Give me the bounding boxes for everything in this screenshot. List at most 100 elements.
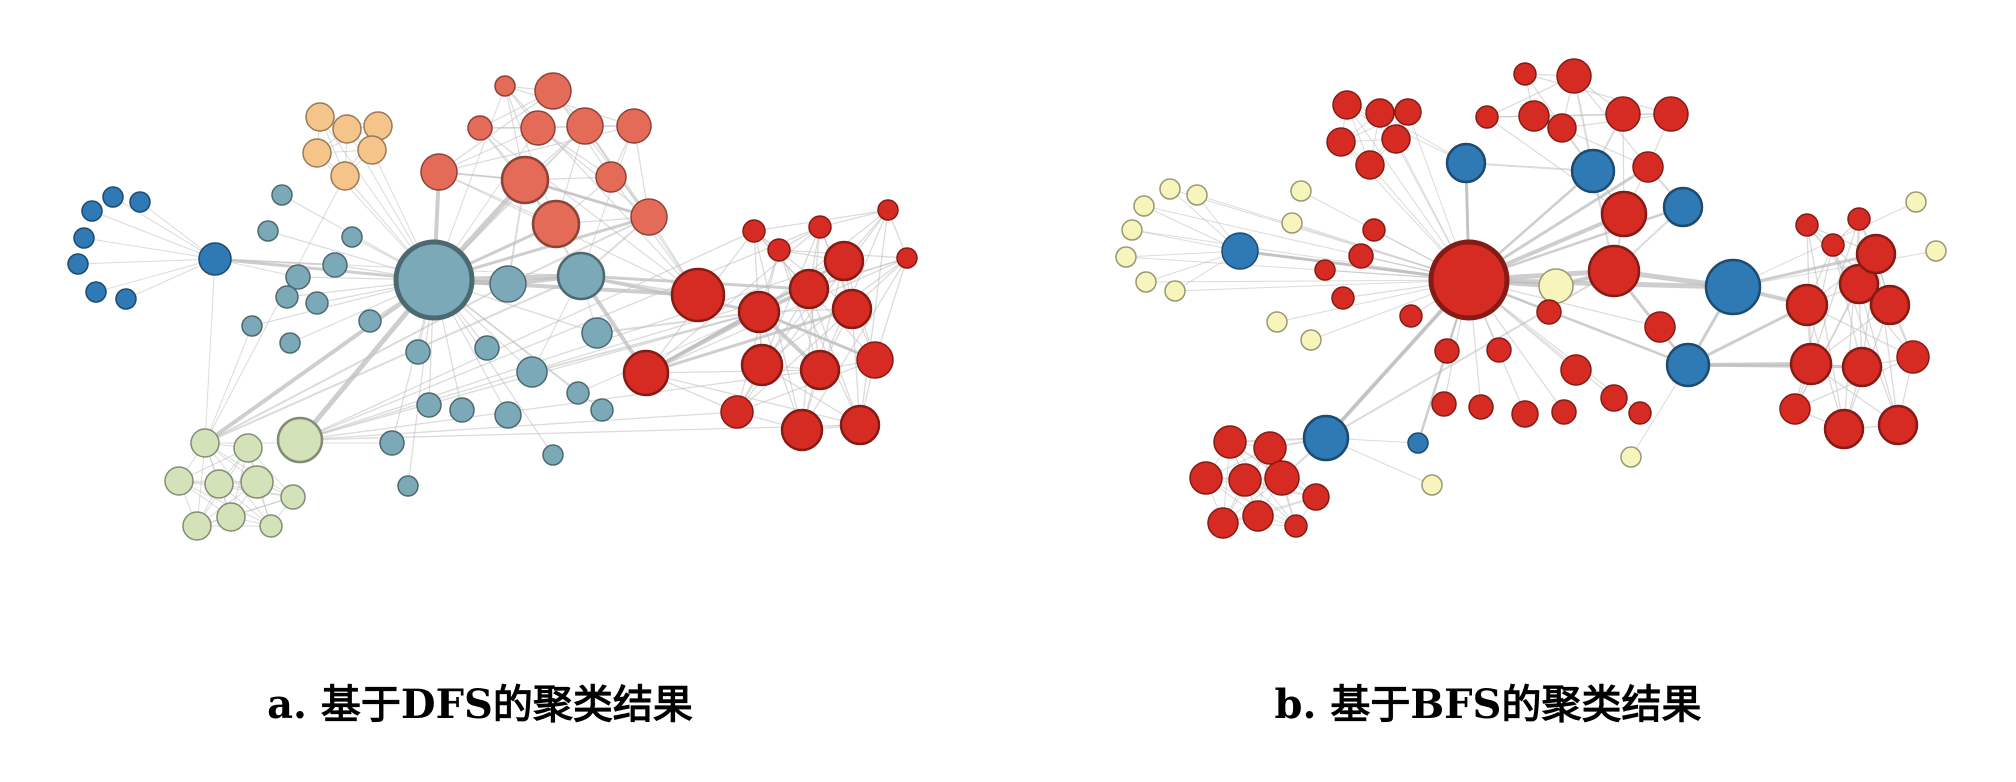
graph-node-red: [1547, 113, 1577, 143]
graph-node-teal: [405, 339, 431, 365]
graph-node-red: [1600, 384, 1628, 412]
graph-node-yellow: [1121, 219, 1143, 241]
graph-node-red: [1355, 150, 1385, 180]
graph-node-red: [1332, 90, 1362, 120]
graph-edge: [580, 274, 760, 314]
graph-node-red: [896, 247, 918, 269]
graph-node-red: [1207, 507, 1239, 539]
graph-node-teal: [474, 335, 500, 361]
graph-node-red: [1264, 460, 1300, 496]
graph-edge: [178, 480, 294, 498]
graph-edge: [95, 258, 216, 293]
graph-node-red: [1513, 62, 1537, 86]
graph-node-teal: [494, 401, 522, 429]
graph-edge: [1810, 218, 1860, 365]
graph-edge: [801, 257, 908, 431]
graph-node-blue: [1665, 342, 1711, 388]
graph-node-red: [1841, 346, 1883, 388]
graph-node-red: [1394, 98, 1422, 126]
graph-node-teal: [397, 475, 419, 497]
graph-node-red: [1869, 284, 1911, 326]
graph-node-red: [877, 199, 899, 221]
graph-node-red: [1628, 401, 1652, 425]
graph-node-red: [1253, 431, 1287, 465]
graph-node-green: [276, 416, 324, 464]
graph-edge: [299, 411, 738, 441]
graph-edge: [645, 372, 861, 426]
graph-node-yellow: [1135, 271, 1157, 293]
graph-b-nodes: [1115, 58, 1947, 539]
graph-node-red: [1847, 207, 1871, 231]
graph-node-red: [1823, 408, 1865, 450]
graph-node-red: [839, 404, 881, 446]
graph-edge: [1125, 250, 1241, 258]
graph-node-red: [1428, 239, 1510, 321]
graph-edge: [77, 258, 216, 265]
graph-node-orange: [330, 161, 360, 191]
graph-node-green: [216, 502, 246, 532]
graph-edge: [204, 442, 272, 527]
graph-node-salmon: [566, 107, 604, 145]
graph-edge: [531, 311, 760, 373]
graph-node-red: [1486, 337, 1512, 363]
graph-node-salmon: [534, 72, 572, 110]
graph-node-yellow: [1133, 195, 1155, 217]
graph-node-red: [788, 268, 830, 310]
graph-edge: [299, 226, 821, 441]
graph-node-red: [740, 343, 784, 387]
graph-edge: [778, 249, 821, 371]
graph-edge: [736, 359, 876, 413]
graph-node-red: [767, 238, 791, 262]
graph-node-yellow: [1164, 280, 1186, 302]
graph-node-red: [1302, 483, 1330, 511]
figure-a: a. 基于DFS的聚类结果: [67, 72, 918, 728]
graph-node-red: [1314, 259, 1336, 281]
graph-node-yellow: [1186, 184, 1208, 206]
graph-node-salmon: [494, 75, 516, 97]
graph-node-red: [799, 349, 841, 391]
graph-node-yellow: [1620, 446, 1642, 468]
graph-node-red: [737, 290, 781, 334]
graph-edge: [1205, 477, 1317, 498]
graph-edge: [736, 308, 853, 413]
graph-edge: [299, 230, 755, 441]
graph-edge: [1145, 279, 1470, 283]
graph-edge: [112, 196, 216, 260]
graph-edge: [204, 325, 253, 444]
graph-node-yellow: [1290, 180, 1312, 202]
graph-node-yellow: [1115, 246, 1137, 268]
graph-node-teal: [489, 265, 527, 303]
caption-bfs: b. 基于BFS的聚类结果: [1274, 681, 1702, 728]
graph-edge: [507, 216, 650, 285]
graph-node-teal: [449, 397, 475, 423]
caption-dfs: a. 基于DFS的聚类结果: [267, 681, 693, 728]
graph-node-red: [1605, 96, 1641, 132]
graph-node-salmon: [616, 108, 652, 144]
graph-node-red: [1877, 404, 1919, 446]
graph-node-red: [1511, 400, 1539, 428]
graph-node-red: [1536, 299, 1562, 325]
graph-node-salmon: [500, 155, 550, 205]
graph-node-blue: [1570, 148, 1616, 194]
graph-edge: [504, 85, 557, 225]
graph-node-red: [720, 395, 754, 429]
graph-node-blue: [115, 288, 137, 310]
graph-edge: [203, 278, 436, 445]
graph-node-red: [1632, 151, 1664, 183]
graph-edge: [580, 125, 635, 277]
graph-node-teal: [379, 430, 405, 456]
graph-node-red: [1518, 100, 1550, 132]
graph-edge: [1806, 224, 1845, 430]
graph-node-green: [280, 484, 306, 510]
graph-node-red: [1785, 283, 1829, 327]
graph-node-teal: [341, 226, 363, 248]
graph-node-teal: [516, 356, 548, 388]
graph-node-orange: [357, 135, 387, 165]
graph-edge: [758, 209, 889, 313]
graph-node-red: [1381, 124, 1411, 154]
graph-node-blue: [1662, 186, 1704, 228]
graph-node-red: [1475, 105, 1499, 129]
graph-node-orange: [332, 114, 362, 144]
graph-node-red: [823, 240, 865, 282]
graph-node-blue: [1704, 258, 1762, 316]
